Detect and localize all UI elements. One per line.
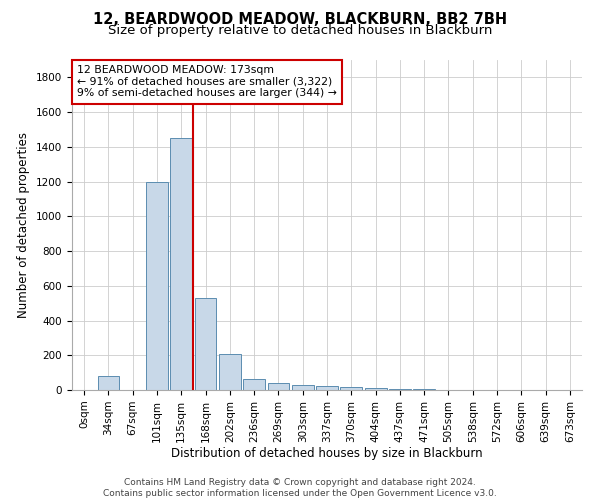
Bar bbox=[97, 376, 119, 390]
Bar bbox=[316, 386, 338, 390]
Bar bbox=[170, 138, 192, 390]
Bar bbox=[365, 388, 386, 390]
Text: 12 BEARDWOOD MEADOW: 173sqm
← 91% of detached houses are smaller (3,322)
9% of s: 12 BEARDWOOD MEADOW: 173sqm ← 91% of det… bbox=[77, 65, 337, 98]
Bar bbox=[389, 389, 411, 390]
Bar bbox=[268, 383, 289, 390]
Bar bbox=[194, 298, 217, 390]
Y-axis label: Number of detached properties: Number of detached properties bbox=[17, 132, 31, 318]
Text: Contains HM Land Registry data © Crown copyright and database right 2024.
Contai: Contains HM Land Registry data © Crown c… bbox=[103, 478, 497, 498]
X-axis label: Distribution of detached houses by size in Blackburn: Distribution of detached houses by size … bbox=[171, 448, 483, 460]
Bar bbox=[219, 354, 241, 390]
Bar bbox=[243, 378, 265, 390]
Bar bbox=[146, 182, 168, 390]
Text: Size of property relative to detached houses in Blackburn: Size of property relative to detached ho… bbox=[108, 24, 492, 37]
Bar bbox=[292, 385, 314, 390]
Text: 12, BEARDWOOD MEADOW, BLACKBURN, BB2 7BH: 12, BEARDWOOD MEADOW, BLACKBURN, BB2 7BH bbox=[93, 12, 507, 28]
Bar bbox=[340, 387, 362, 390]
